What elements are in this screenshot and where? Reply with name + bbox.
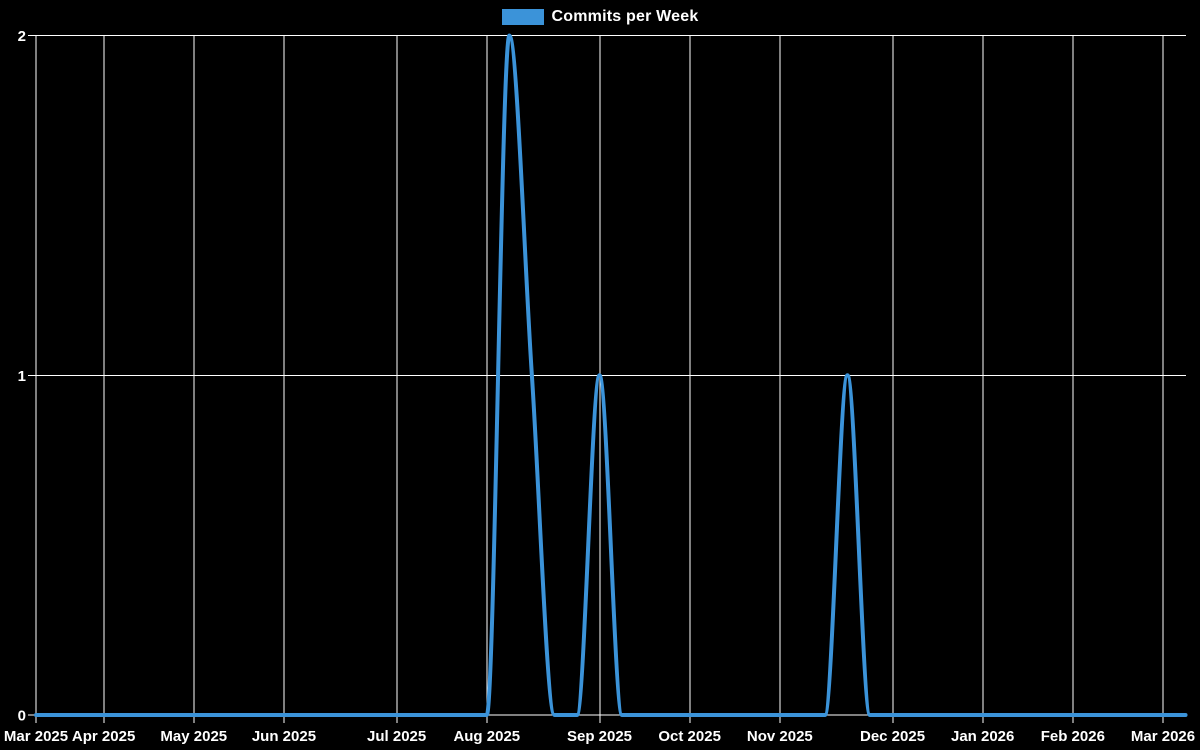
x-tick-label: Jan 2026 <box>951 728 1014 745</box>
axis-labels: 0 1 2 Mar 2025 Apr 2025 May 2025 Jun 2025 Jul 2… <box>4 28 1195 745</box>
y-tick-label: 0 <box>18 708 26 725</box>
x-tick-label: Sep 2025 <box>567 728 632 745</box>
x-tick-label: Mar 2025 <box>4 728 68 745</box>
x-tick-label: May 2025 <box>160 728 227 745</box>
x-tick-label: Feb 2026 <box>1041 728 1105 745</box>
legend-item[interactable]: Commits per Week <box>0 8 1200 26</box>
x-tick-label: Mar 2026 <box>1131 728 1195 745</box>
commits-line <box>34 33 1188 717</box>
legend-label: Commits per Week <box>551 8 699 25</box>
x-tick-label: Apr 2025 <box>72 728 135 745</box>
x-tick-label: Aug 2025 <box>453 728 520 745</box>
y-tick-label: 2 <box>18 28 26 45</box>
x-tick-label: Jul 2025 <box>367 728 426 745</box>
x-tick-label: Jun 2025 <box>252 728 316 745</box>
x-tick-label: Oct 2025 <box>658 728 721 745</box>
line-series <box>34 33 1188 717</box>
gridlines <box>28 35 1186 723</box>
legend-swatch <box>501 9 544 25</box>
y-tick-label: 1 <box>18 368 26 385</box>
x-tick-label: Nov 2025 <box>747 728 813 745</box>
x-tick-label: Dec 2025 <box>860 728 925 745</box>
